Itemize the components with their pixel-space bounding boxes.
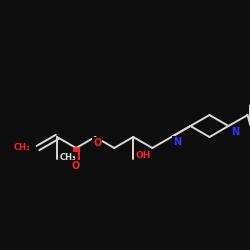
Text: N: N — [232, 127, 240, 137]
Text: CH₃: CH₃ — [60, 152, 77, 162]
Text: OH: OH — [135, 150, 151, 160]
Text: O: O — [93, 138, 101, 148]
Text: CH₂: CH₂ — [13, 144, 30, 152]
Text: O: O — [72, 161, 80, 171]
Text: N: N — [173, 137, 182, 147]
